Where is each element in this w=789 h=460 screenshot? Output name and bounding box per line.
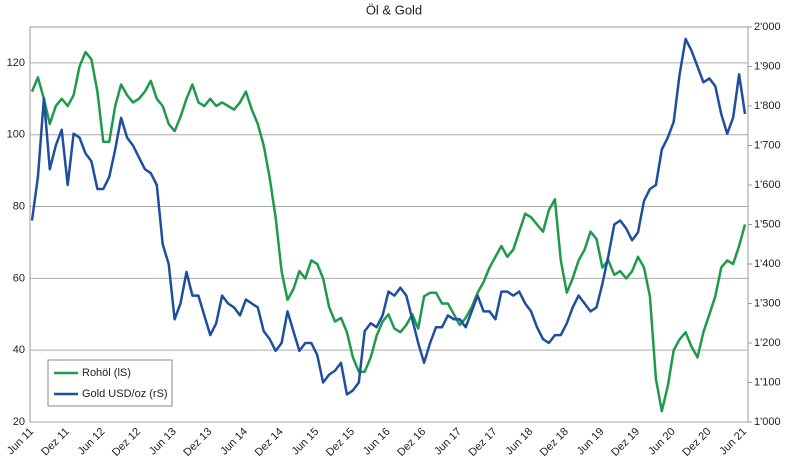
x-tick-label: Jun 17 [432, 426, 464, 458]
y2-tick-label: 1'000 [754, 416, 781, 428]
x-tick-label: Jun 16 [361, 426, 393, 458]
x-tick-label: Dez 20 [680, 426, 713, 459]
legend-label: Rohöl (lS) [82, 367, 131, 379]
y-tick-label: 40 [13, 344, 25, 356]
y2-tick-label: 1'300 [754, 297, 781, 309]
y2-tick-label: 1'100 [754, 376, 781, 388]
legend-box [47, 359, 173, 407]
x-tick-label: Jun 14 [218, 426, 250, 458]
y2-tick-label: 1'900 [754, 60, 781, 72]
y-tick-label: 60 [13, 272, 25, 284]
x-tick-label: Dez 13 [181, 426, 214, 459]
y2-tick-label: 1'800 [754, 100, 781, 112]
x-tick-label: Dez 11 [39, 426, 72, 459]
x-tick-label: Jun 18 [503, 426, 535, 458]
x-tick-label: Dez 15 [324, 426, 357, 459]
line-series [30, 37, 747, 396]
x-tick-label: Jun 13 [147, 426, 179, 458]
y2-tick-label: 1'200 [754, 337, 781, 349]
y2-tick-label: 2'000 [754, 21, 781, 33]
y-tick-label: 120 [7, 57, 25, 69]
chart-title: Öl & Gold [366, 2, 422, 17]
x-tick-label: Dez 12 [110, 426, 143, 459]
line-series [30, 50, 747, 413]
legend-label: Gold USD/oz (rS) [82, 388, 168, 400]
x-tick-label: Jun 11 [5, 426, 36, 457]
x-tick-label: Jun 21 [717, 426, 749, 458]
x-tick-label: Dez 18 [538, 426, 571, 459]
x-tick-label: Dez 17 [466, 426, 499, 459]
y-tick-label: 100 [7, 129, 25, 141]
x-tick-label: Jun 20 [646, 426, 678, 458]
y2-tick-label: 1'700 [754, 139, 781, 151]
y-tick-label: 20 [13, 416, 25, 428]
y2-tick-label: 1'600 [754, 179, 781, 191]
x-tick-label: Dez 14 [253, 426, 286, 459]
x-tick-label: Dez 16 [395, 426, 428, 459]
x-tick-label: Jun 19 [575, 426, 607, 458]
y2-tick-label: 1'500 [754, 218, 781, 230]
y-tick-label: 80 [13, 200, 25, 212]
x-tick-label: Jun 15 [290, 426, 322, 458]
x-tick-label: Jun 12 [76, 426, 108, 458]
x-tick-label: Dez 19 [609, 426, 642, 459]
y2-tick-label: 1'400 [754, 258, 781, 270]
